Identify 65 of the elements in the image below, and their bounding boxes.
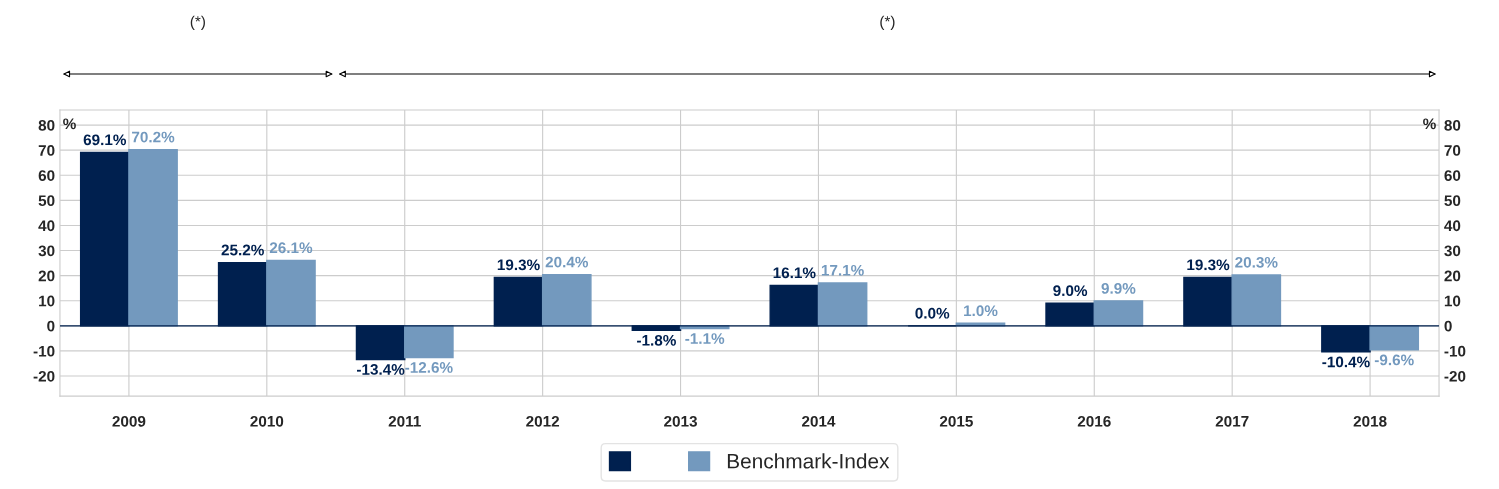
x-tick-label: 2017 [1215,415,1249,427]
data-label: 9.9% [1101,282,1136,294]
y2-tick-label: 50 [1444,195,1461,207]
data-label: -13.4% [356,364,405,375]
data-label: 26.1% [269,242,313,254]
y2-tick-label: 10 [1444,295,1461,307]
bar [266,259,316,327]
y2-tick-label: 80 [1444,119,1461,131]
y-tick-label: 50 [38,195,55,207]
y2-tick-label: 40 [1444,220,1461,232]
data-label: 70.2% [132,131,175,143]
y-tick-label: 80 [38,119,55,131]
x-tick-label: 2016 [1077,415,1111,427]
x-tick-label: 2015 [939,415,973,427]
data-label: 19.3% [497,259,540,271]
y2-tick-label: 70 [1444,145,1461,156]
x-tick-label: 2009 [112,415,146,427]
bar [541,273,592,327]
y2-tick-label: 60 [1444,170,1461,181]
text: (*) [190,15,205,30]
x-tick-label: 2011 [388,415,421,427]
y-axis-title: % [63,118,76,130]
x-tick-label: 2013 [664,415,697,427]
data-label: 1.0% [964,305,998,317]
y-tick-label: 30 [38,245,55,257]
bar [817,282,868,327]
data-label: 16.1% [773,267,816,279]
bar [1369,325,1420,351]
y2-axis-title: % [1423,118,1436,130]
text: (*) [880,15,895,30]
y-tick-label: 60 [38,170,55,181]
data-label: 19.3% [1187,259,1230,271]
data-label: 25.2% [221,244,264,256]
y2-tick-label: 20 [1444,270,1461,282]
data-label: 20.3% [1235,256,1278,268]
x-tick-label: 2010 [250,415,284,427]
data-label: -10.4% [1322,356,1370,368]
x-tick-label: 2018 [1353,415,1387,427]
y-tick-label: -10 [33,345,55,357]
legend-label: Benchmark-Index [727,453,890,469]
data-label: -1.8% [637,334,676,346]
y-tick-label: 70 [38,145,55,156]
y-tick-label: -20 [33,370,55,382]
y2-tick-label: -10 [1444,345,1466,357]
data-label: -12.6% [405,362,453,373]
bar [128,148,178,327]
data-label: 69.1% [83,134,127,146]
data-label: 0.0% [915,307,950,319]
y-tick-label: 20 [38,270,55,282]
data-label: -1.1% [685,333,725,344]
bar [1093,300,1144,327]
y-tick-label: 10 [39,295,55,307]
x-tick-label: 2012 [526,415,560,427]
y-tick-label: 40 [38,220,55,232]
data-label: 9.0% [1053,285,1088,297]
data-label: -9.6% [1374,354,1414,366]
x-tick-label: 2014 [801,415,836,427]
bar [1231,274,1282,327]
y-tick-label: 0 [47,320,55,332]
y2-tick-label: 0 [1444,320,1452,332]
data-label: 20.4% [545,256,589,268]
data-label: 17.1% [821,264,864,276]
y2-tick-label: -20 [1444,370,1466,382]
y2-tick-label: 30 [1444,245,1461,257]
bar [404,325,454,359]
